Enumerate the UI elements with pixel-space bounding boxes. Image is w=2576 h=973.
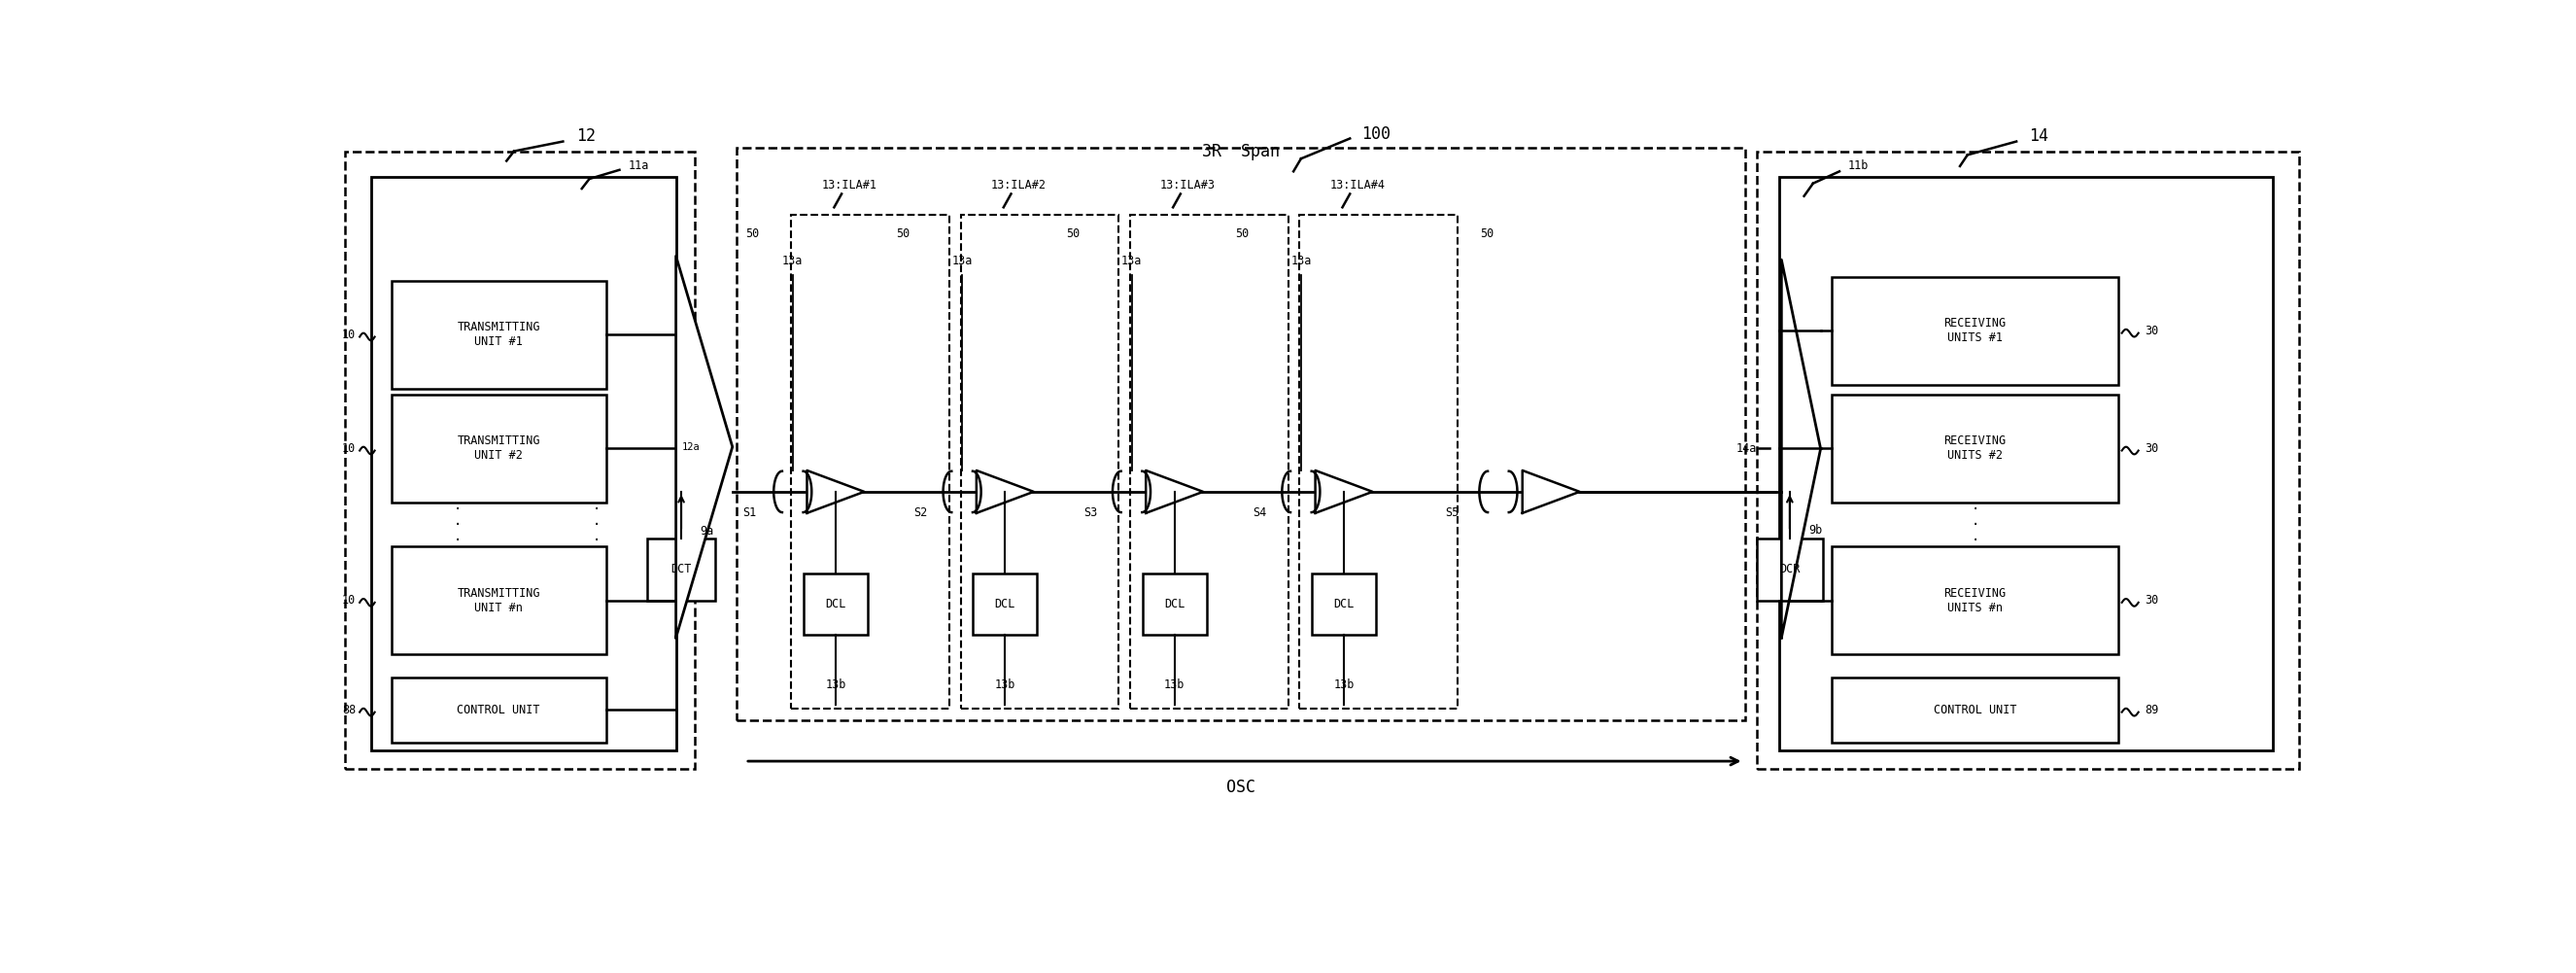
Text: TRANSMITTING
UNIT #1: TRANSMITTING UNIT #1 <box>456 321 541 348</box>
Text: S5: S5 <box>1445 506 1458 519</box>
Text: 13a: 13a <box>1121 255 1141 268</box>
Text: 10: 10 <box>343 328 355 341</box>
Text: TRANSMITTING
UNIT #n: TRANSMITTING UNIT #n <box>456 587 541 614</box>
Bar <box>1757 151 2298 769</box>
Bar <box>647 539 716 600</box>
Bar <box>737 148 1747 720</box>
Bar <box>1832 677 2117 742</box>
Text: 10: 10 <box>343 594 355 606</box>
Text: 100: 100 <box>1363 126 1391 143</box>
Text: 13a: 13a <box>1291 255 1311 268</box>
Polygon shape <box>1316 470 1373 513</box>
Text: S1: S1 <box>742 506 757 519</box>
Text: S4: S4 <box>1252 506 1267 519</box>
Bar <box>392 280 605 388</box>
Polygon shape <box>1522 470 1579 513</box>
Polygon shape <box>1783 260 1821 637</box>
Text: ·
·
·: · · · <box>453 502 461 547</box>
Bar <box>392 394 605 502</box>
Text: 50: 50 <box>1236 228 1249 239</box>
Text: 9b: 9b <box>1808 523 1821 536</box>
Text: TRANSMITTING
UNIT #2: TRANSMITTING UNIT #2 <box>456 435 541 462</box>
Bar <box>974 573 1038 634</box>
Text: 13b: 13b <box>994 678 1015 691</box>
Text: CONTROL UNIT: CONTROL UNIT <box>456 703 541 716</box>
Bar <box>961 215 1118 708</box>
Text: 12a: 12a <box>683 442 701 451</box>
Text: 13:ILA#4: 13:ILA#4 <box>1329 179 1386 191</box>
Text: 14: 14 <box>2030 127 2048 145</box>
Text: 14a: 14a <box>1736 442 1757 454</box>
Text: 50: 50 <box>1066 228 1079 239</box>
Text: 89: 89 <box>2143 703 2159 716</box>
Text: 13b: 13b <box>1164 678 1185 691</box>
Bar <box>392 547 605 654</box>
Text: 13a: 13a <box>951 255 974 268</box>
Bar <box>1832 277 2117 384</box>
Text: DCL: DCL <box>994 597 1015 610</box>
Text: 30: 30 <box>2143 325 2159 337</box>
Text: 12: 12 <box>577 127 595 145</box>
Bar <box>1311 573 1376 634</box>
Text: 11b: 11b <box>1847 160 1868 172</box>
Text: 9a: 9a <box>701 525 714 538</box>
Text: 30: 30 <box>2143 594 2159 606</box>
Bar <box>1131 215 1288 708</box>
Text: 3R  Span: 3R Span <box>1203 142 1280 160</box>
Text: S3: S3 <box>1084 506 1097 519</box>
Text: 50: 50 <box>747 228 760 239</box>
Polygon shape <box>675 256 732 637</box>
Bar <box>1832 547 2117 654</box>
Bar <box>1780 177 2272 750</box>
Bar <box>804 573 868 634</box>
Text: 10: 10 <box>343 442 355 454</box>
Text: RECEIVING
UNITS #n: RECEIVING UNITS #n <box>1945 587 2007 614</box>
Text: 11a: 11a <box>629 160 649 172</box>
Bar <box>392 677 605 742</box>
Text: 30: 30 <box>2143 442 2159 454</box>
Text: 13:ILA#1: 13:ILA#1 <box>822 179 876 191</box>
Polygon shape <box>1146 470 1203 513</box>
Text: RECEIVING
UNITS #2: RECEIVING UNITS #2 <box>1945 435 2007 462</box>
Bar <box>1298 215 1458 708</box>
Text: DCR: DCR <box>1780 563 1801 576</box>
Text: 13:ILA#2: 13:ILA#2 <box>992 179 1046 191</box>
Text: CONTROL UNIT: CONTROL UNIT <box>1935 703 2017 716</box>
Bar <box>1832 394 2117 502</box>
Text: 50: 50 <box>1481 228 1494 239</box>
Bar <box>791 215 951 708</box>
Bar <box>1757 539 1824 600</box>
Text: 13b: 13b <box>824 678 845 691</box>
Text: DCL: DCL <box>824 597 845 610</box>
Text: ·
·
·: · · · <box>592 502 600 547</box>
Bar <box>1144 573 1206 634</box>
Bar <box>371 177 675 750</box>
Text: S2: S2 <box>914 506 927 519</box>
Text: DCT: DCT <box>670 563 690 576</box>
Text: 88: 88 <box>343 703 355 716</box>
Text: RECEIVING
UNITS #1: RECEIVING UNITS #1 <box>1945 317 2007 344</box>
Text: DCL: DCL <box>1334 597 1355 610</box>
Bar <box>345 151 696 769</box>
Text: 13b: 13b <box>1334 678 1355 691</box>
Polygon shape <box>976 470 1033 513</box>
Text: DCL: DCL <box>1164 597 1185 610</box>
Text: 13a: 13a <box>783 255 804 268</box>
Text: 50: 50 <box>896 228 909 239</box>
Polygon shape <box>806 470 863 513</box>
Text: OSC: OSC <box>1226 778 1255 796</box>
Text: 13:ILA#3: 13:ILA#3 <box>1159 179 1216 191</box>
Text: ·
·
·: · · · <box>1971 502 1978 547</box>
